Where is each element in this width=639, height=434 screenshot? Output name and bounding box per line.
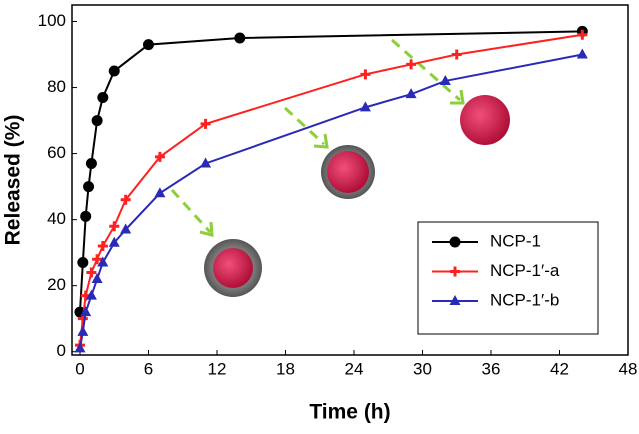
x-tick-label: 48 bbox=[619, 359, 638, 378]
y-tick-label: 40 bbox=[47, 209, 66, 228]
x-tick-label: 36 bbox=[482, 359, 501, 378]
marker bbox=[109, 221, 120, 232]
marker bbox=[359, 101, 371, 112]
marker bbox=[577, 29, 588, 40]
marker bbox=[80, 306, 92, 317]
marker bbox=[234, 32, 246, 44]
marker bbox=[120, 194, 131, 205]
x-tick-label: 18 bbox=[276, 359, 295, 378]
illustration bbox=[170, 38, 510, 297]
marker bbox=[200, 157, 212, 168]
marker bbox=[86, 267, 97, 278]
marker bbox=[77, 257, 89, 269]
marker bbox=[80, 210, 92, 222]
marker bbox=[576, 48, 588, 59]
y-axis-title: Released (%) bbox=[2, 115, 25, 246]
marker bbox=[406, 59, 417, 70]
marker bbox=[360, 69, 371, 80]
legend bbox=[417, 221, 599, 335]
x-tick-label: 42 bbox=[550, 359, 569, 378]
marker bbox=[97, 241, 108, 252]
marker bbox=[92, 254, 103, 265]
marker bbox=[120, 223, 132, 234]
marker bbox=[85, 157, 97, 169]
x-tick-label: 30 bbox=[413, 359, 432, 378]
y-tick-label: 80 bbox=[47, 77, 66, 96]
marker bbox=[154, 151, 165, 162]
legend-marker bbox=[449, 295, 461, 305]
marker bbox=[91, 115, 103, 127]
marker bbox=[154, 187, 166, 198]
x-tick-label: 6 bbox=[144, 359, 153, 378]
marker bbox=[142, 39, 154, 51]
marker bbox=[97, 256, 109, 267]
marker bbox=[108, 236, 120, 247]
marker bbox=[74, 342, 86, 353]
legend-marker bbox=[449, 236, 461, 248]
y-tick-label: 0 bbox=[57, 341, 66, 360]
marker bbox=[200, 118, 211, 129]
marker bbox=[405, 88, 417, 99]
marker bbox=[91, 273, 103, 284]
marker bbox=[83, 181, 95, 193]
y-tick-label: 100 bbox=[38, 11, 66, 30]
y-tick-label: 60 bbox=[47, 143, 66, 162]
marker bbox=[85, 289, 97, 300]
y-tick-label: 20 bbox=[47, 275, 66, 294]
x-tick-label: 12 bbox=[208, 359, 227, 378]
x-tick-label: 24 bbox=[345, 359, 364, 378]
legend-label: NCP-1′-b bbox=[490, 290, 559, 309]
marker bbox=[439, 74, 451, 85]
x-tick-label: 0 bbox=[75, 359, 84, 378]
marker bbox=[77, 325, 89, 336]
marker bbox=[97, 91, 109, 103]
marker bbox=[108, 65, 120, 77]
legend-marker bbox=[450, 266, 460, 277]
legend-label: NCP-1 bbox=[490, 231, 541, 250]
legend-label: NCP-1′-a bbox=[490, 261, 560, 280]
marker bbox=[451, 49, 462, 60]
x-axis-title: Time (h) bbox=[309, 401, 390, 424]
plot-frame bbox=[71, 4, 629, 356]
